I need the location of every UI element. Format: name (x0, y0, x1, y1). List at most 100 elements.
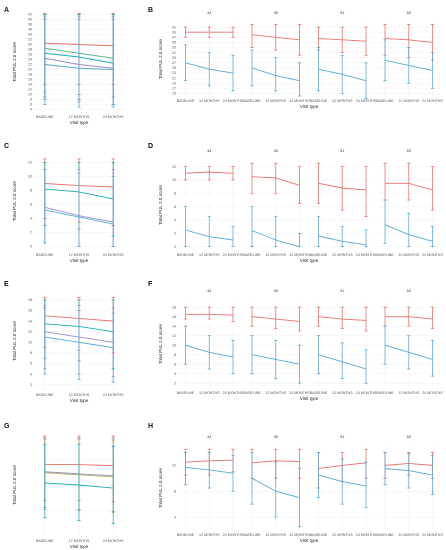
y-tick-label: 14 (172, 324, 176, 328)
x-axis-label: Visit type (70, 258, 89, 263)
x-axis-label: Visit type (300, 104, 319, 109)
x-tick-label: BASELINE (177, 533, 195, 537)
facet-label: 45 (274, 149, 278, 153)
x-tick-label: 12 MONTHS (398, 533, 419, 537)
y-tick-label: 30 (28, 43, 32, 47)
y-tick-label: 8 (174, 353, 176, 357)
y-tick-label: 2 (30, 231, 32, 235)
series-line (251, 477, 300, 499)
y-tick-label: 25 (172, 66, 176, 70)
y-tick-label: 4 (174, 515, 176, 519)
facet-44: 44 2 4 6 8 10 12 14 16 18 BASELINE 12 MONTHS 24 MONT… (172, 289, 244, 395)
x-tick-label: BASELINE (310, 99, 328, 103)
y-tick-label: 19 (172, 81, 176, 85)
panel-c: C Total PUL 2.0 score Visit type 0 2 4 6 8 10 12 B… (4, 143, 124, 263)
y-tick-label: 10 (28, 175, 32, 179)
y-tick-label: 10 (28, 341, 32, 345)
x-tick-label: BASELINE (376, 253, 394, 257)
y-tick-label: 14 (28, 319, 32, 323)
y-tick-label: 4 (174, 218, 176, 222)
y-tick-label: 35 (172, 41, 176, 45)
x-tick-label: 24 MONTHS (223, 533, 244, 537)
x-tick-label: 24 MONTHS (356, 253, 377, 257)
x-tick-label: BASELINE (243, 99, 261, 103)
x-tick-label: 24 MONTHS (103, 393, 124, 397)
series-line (185, 229, 234, 241)
panel-letter: D (148, 143, 153, 150)
series-line (185, 62, 234, 74)
x-tick-label: 24 MONTHS (289, 391, 310, 395)
x-tick-label: 12 MONTHS (69, 115, 90, 119)
y-tick-label: 42 (28, 13, 32, 17)
panel-g: G Total PUL 2.0 score Visit type BASELINE 12… (4, 423, 124, 549)
x-tick-label: BASELINE (376, 533, 394, 537)
y-tick-label: 8 (30, 189, 32, 193)
y-axis-label: Total PUL 2.0 score (158, 468, 163, 508)
x-tick-label: BASELINE (243, 391, 261, 395)
y-tick-label: 17 (172, 87, 176, 91)
x-tick-label: 12 MONTHS (265, 533, 286, 537)
y-tick-label: 18 (28, 73, 32, 77)
panel-letter: G (4, 423, 10, 430)
facet-label: 53 (407, 435, 411, 439)
y-tick-label: 12 (28, 330, 32, 334)
x-tick-label: 12 MONTHS (199, 533, 220, 537)
y-tick-label: 32 (28, 38, 32, 42)
x-axis-label: Visit type (300, 258, 319, 263)
y-tick-label: 34 (28, 33, 32, 37)
y-tick-label: 10 (28, 93, 32, 97)
series-line (185, 313, 234, 316)
x-tick-label: 24 MONTHS (103, 115, 124, 119)
x-tick-label: 12 MONTHS (398, 99, 419, 103)
x-tick-label: 12 MONTHS (265, 253, 286, 257)
y-tick-label: 12 (28, 88, 32, 92)
x-tick-label: BASELINE (310, 391, 328, 395)
x-tick-label: 24 MONTHS (356, 391, 377, 395)
x-tick-label: 12 MONTHS (199, 253, 220, 257)
x-tick-label: 24 MONTHS (223, 253, 244, 257)
y-tick-label: 18 (172, 305, 176, 309)
y-tick-label: 28 (28, 48, 32, 52)
facet-label: 51 (340, 289, 344, 293)
x-axis-label: Visit type (70, 120, 89, 125)
facet-53: 53 BASELINE 12 MONTHS 24 MONTHS (376, 149, 443, 257)
facet-45: 45 BASELINE 12 MONTHS 24 MONTHS (243, 11, 310, 103)
y-tick-label: 26 (28, 53, 32, 57)
y-tick-label: 15 (172, 92, 176, 96)
y-tick-label: 39 (172, 30, 176, 34)
y-tick-label: 8 (174, 489, 176, 493)
x-tick-label: BASELINE (177, 391, 195, 395)
facet-44: 44 0 2 4 6 8 10 12 BASELINE 12 MONTHS 24 MONTHS (172, 149, 244, 257)
x-axis-label: Visit type (300, 538, 319, 543)
y-tick-label: 38 (28, 23, 32, 27)
series-line (251, 67, 300, 82)
facet-label: 44 (207, 289, 211, 293)
y-tick-label: 8 (30, 98, 32, 102)
y-tick-label: 29 (172, 56, 176, 60)
y-tick-label: 16 (28, 309, 32, 313)
y-tick-label: 0 (174, 245, 176, 249)
facet-label: 44 (207, 11, 211, 15)
y-tick-label: 33 (172, 46, 176, 50)
x-tick-label: BASELINE (243, 253, 261, 257)
series-line (384, 38, 433, 43)
x-tick-label: 24 MONTHS (289, 99, 310, 103)
x-tick-label: 12 MONTHS (69, 539, 90, 543)
y-tick-label: 31 (172, 51, 176, 55)
x-tick-label: BASELINE (36, 115, 54, 119)
x-tick-label: 24 MONTHS (356, 99, 377, 103)
facet-label: 51 (340, 11, 344, 15)
x-tick-label: 12 MONTHS (398, 391, 419, 395)
x-tick-label: BASELINE (243, 533, 261, 537)
y-axis-label: Total PUL 2.0 score (158, 39, 163, 79)
y-tick-label: 37 (172, 36, 176, 40)
series-line (318, 316, 367, 321)
y-tick-label: 22 (28, 63, 32, 67)
y-tick-label: 12 (172, 165, 176, 169)
facet-label: 53 (407, 11, 411, 15)
facet-45: 45 BASELINE 12 MONTHS 24 MONTHS (243, 149, 310, 257)
y-axis-label: Total PUL 2.0 score (12, 465, 17, 505)
